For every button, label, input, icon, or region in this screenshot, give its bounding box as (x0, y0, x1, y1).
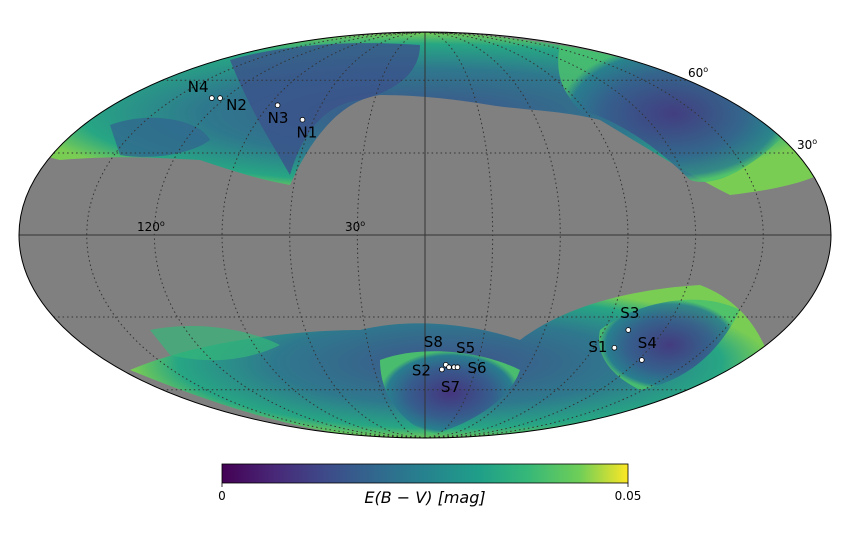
field-label-n1: N1 (297, 124, 318, 142)
field-marker-s2 (439, 366, 445, 373)
meridian-line (289, 32, 426, 438)
field-marker-s4 (638, 357, 645, 363)
lat-30-label: 30o (797, 137, 817, 152)
field-markers: N4 N2 N3 N1 S3 S1 S4 S8 S5 S2 S6 S7 (188, 78, 657, 396)
map-outline (18, 31, 832, 439)
lat-60-label: 60o (688, 65, 708, 80)
field-marker-n1 (299, 116, 306, 123)
meridian-line (424, 32, 561, 438)
field-marker-s3 (625, 327, 632, 333)
field-label-s2: S2 (412, 362, 431, 380)
field-label-s1: S1 (588, 338, 607, 356)
colorbar-min-label: 0 (218, 489, 226, 503)
field-marker-n2 (217, 95, 223, 101)
field-marker-s1 (611, 344, 618, 351)
field-label-s4: S4 (638, 334, 657, 352)
lon-120-label: 120o (137, 219, 165, 234)
field-label-s8: S8 (424, 333, 443, 351)
colorbar-title: E(B − V) [mag] (364, 488, 485, 507)
dust-regions (20, 32, 830, 438)
field-label-s3: S3 (620, 304, 639, 322)
field-marker-s6 (454, 364, 461, 371)
field-marker-n4 (209, 95, 215, 101)
meridian-line (86, 32, 426, 438)
field-label-s5: S5 (456, 339, 475, 357)
colorbar: 0 0.05 E(B − V) [mag] (218, 463, 642, 507)
field-label-n2: N2 (226, 96, 247, 114)
field-marker-s7 (446, 364, 452, 371)
field-label-n3: N3 (268, 109, 289, 127)
field-marker-n3 (274, 102, 281, 108)
grid-labels: 60o 30o 120o 30o (137, 65, 817, 234)
field-label-s6: S6 (468, 359, 487, 377)
colorbar-max-label: 0.05 (615, 489, 642, 503)
field-label-s7: S7 (441, 378, 460, 396)
colorbar-gradient (221, 463, 629, 484)
meridian-line (424, 32, 764, 438)
field-label-n4: N4 (188, 78, 209, 96)
lon-30-label: 30o (345, 219, 365, 234)
